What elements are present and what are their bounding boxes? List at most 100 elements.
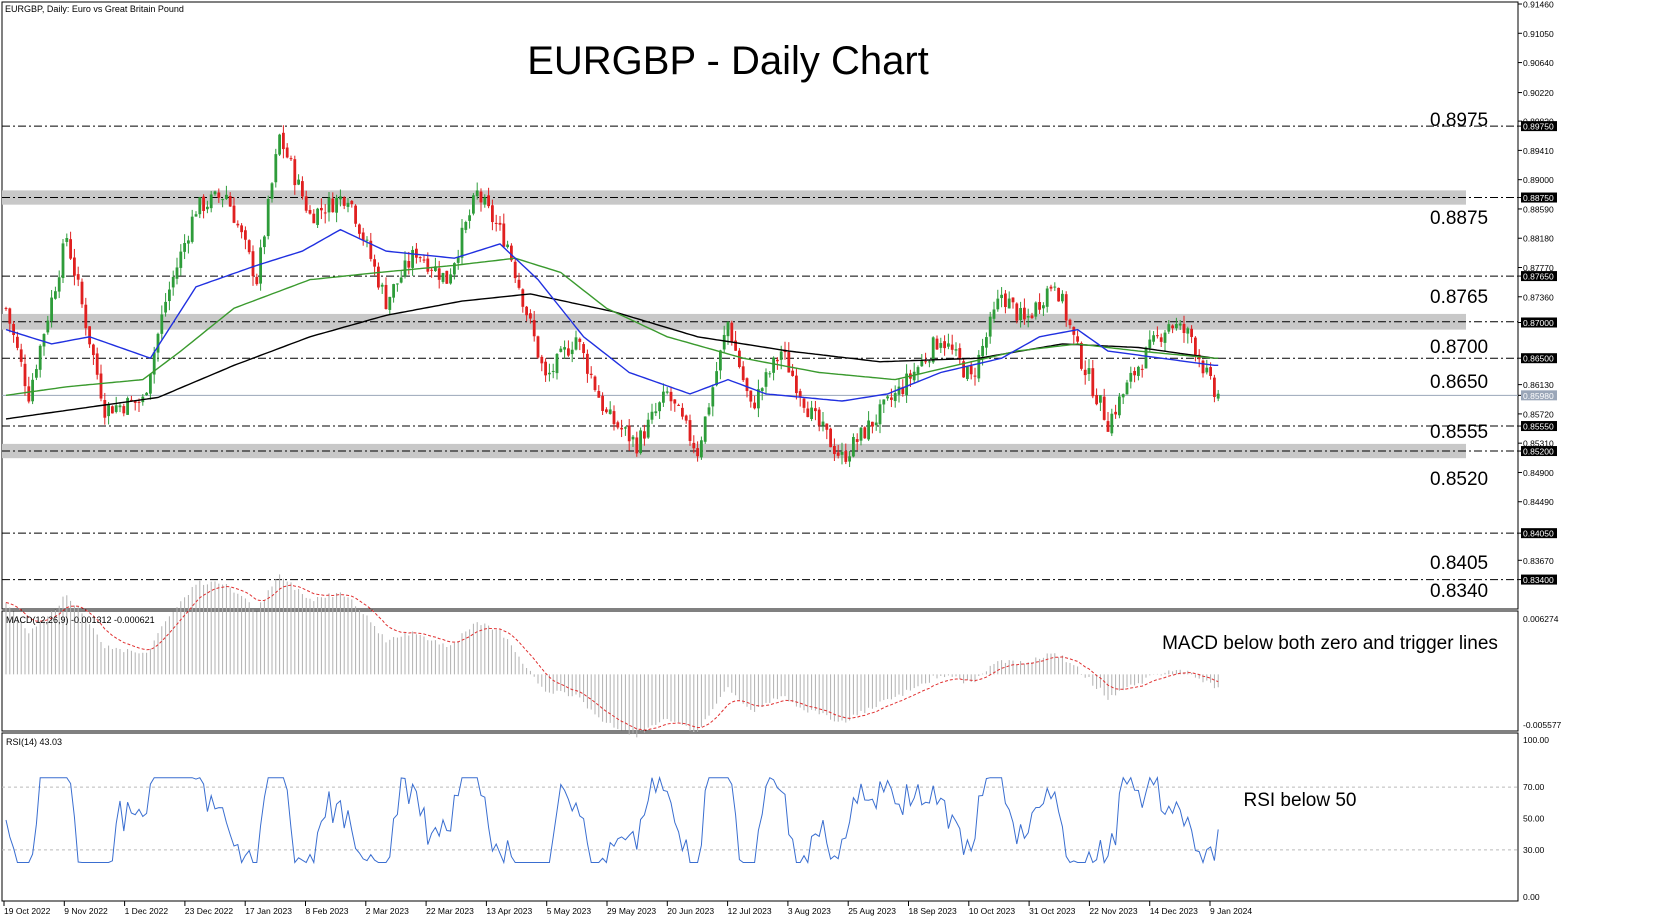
candle-body (582, 344, 585, 354)
candle-body (187, 240, 190, 244)
candle-body (403, 260, 407, 277)
candle-body (677, 404, 680, 406)
candle-body (111, 406, 114, 414)
candle-body (966, 366, 969, 379)
candle (943, 335, 946, 356)
candle (1019, 301, 1022, 328)
candle (639, 427, 642, 455)
candle (164, 293, 167, 317)
candle-body (282, 132, 285, 150)
candle-body (692, 442, 696, 449)
candle (198, 196, 202, 219)
date-label-2: 1 Dec 2022 (125, 906, 169, 916)
candle-body (859, 427, 863, 441)
date-label-17: 31 Oct 2023 (1029, 906, 1076, 916)
candle (244, 226, 247, 250)
candle-body (825, 423, 829, 430)
candle (4, 306, 8, 311)
price-tick-label-0: 0.91460 (1523, 0, 1554, 10)
macd-annotation: MACD below both zero and trigger lines (1162, 633, 1498, 654)
candle-body (388, 296, 392, 310)
candle-body (350, 200, 354, 205)
candle-body (209, 194, 213, 209)
moving-averages (5, 228, 1219, 420)
candle-body (160, 314, 164, 334)
candle (483, 194, 487, 208)
candle (103, 392, 107, 425)
candle-body (1091, 368, 1095, 397)
rsi-axis-label-3: 30.00 (1523, 845, 1545, 855)
candle (1091, 360, 1095, 399)
candle-body (939, 343, 943, 348)
candle-body (874, 422, 878, 426)
price-tick-label-21: 0.85200 (1523, 447, 1554, 457)
candle (855, 433, 859, 451)
candle-body (1000, 294, 1003, 299)
candle-body (855, 439, 859, 442)
candle-body (118, 405, 122, 408)
rsi-annotation: RSI below 50 (1243, 790, 1356, 811)
candle (160, 305, 164, 341)
candle-body (133, 401, 137, 403)
rsi-label: RSI(14) 43.03 (6, 737, 62, 747)
candle (1121, 393, 1125, 405)
candle (871, 421, 874, 434)
candle (772, 356, 775, 381)
candle (289, 155, 293, 161)
candle (567, 340, 570, 357)
candle-body (183, 243, 186, 252)
price-tick-label-19: 0.85550 (1523, 422, 1554, 432)
candle (555, 353, 559, 380)
candle-body (1110, 413, 1114, 434)
candle (544, 358, 547, 382)
candle (593, 375, 597, 392)
candle (1216, 389, 1220, 402)
candle (540, 354, 544, 372)
candle (654, 402, 658, 417)
candle (570, 341, 574, 363)
date-label-12: 12 Jul 2023 (728, 906, 772, 916)
candle (1080, 341, 1083, 371)
rsi-panel (1, 732, 1519, 902)
candle (616, 420, 620, 430)
candle (738, 348, 741, 369)
date-label-7: 22 Mar 2023 (426, 906, 474, 916)
candle-body (297, 179, 300, 185)
candle (829, 427, 832, 448)
candle-body (1095, 395, 1098, 405)
candle (905, 364, 908, 403)
candle (183, 234, 186, 260)
rsi-axis-label-4: 0.00 (1523, 892, 1540, 902)
candle-body (681, 407, 684, 417)
candle-body (16, 336, 19, 348)
candle (228, 192, 232, 207)
candle (821, 412, 825, 432)
candle (407, 251, 411, 275)
candle (863, 426, 867, 439)
candle (608, 401, 612, 415)
candle-body (563, 347, 566, 350)
candle (460, 218, 464, 265)
candle-body (354, 205, 357, 224)
candle (757, 379, 760, 418)
candle (715, 361, 718, 387)
candle-body (931, 337, 935, 363)
candle (658, 401, 661, 419)
candle (282, 125, 285, 159)
candle-body (145, 392, 148, 396)
candle (1194, 336, 1197, 362)
candle (601, 392, 604, 415)
candle (1064, 291, 1068, 327)
candle-body (662, 391, 665, 403)
candle (502, 213, 506, 248)
candle-body (969, 365, 973, 375)
candle-body (342, 197, 346, 206)
candle-body (1004, 293, 1007, 308)
candle-body (1034, 302, 1038, 317)
candle-body (768, 373, 772, 375)
level-labels: 0.8975 0.8875 0.8765 0.8700 0.8650 0.8555 0.85… (1430, 110, 1488, 602)
candle-body (1064, 294, 1068, 321)
candle (418, 256, 422, 263)
candle-body (555, 353, 559, 374)
